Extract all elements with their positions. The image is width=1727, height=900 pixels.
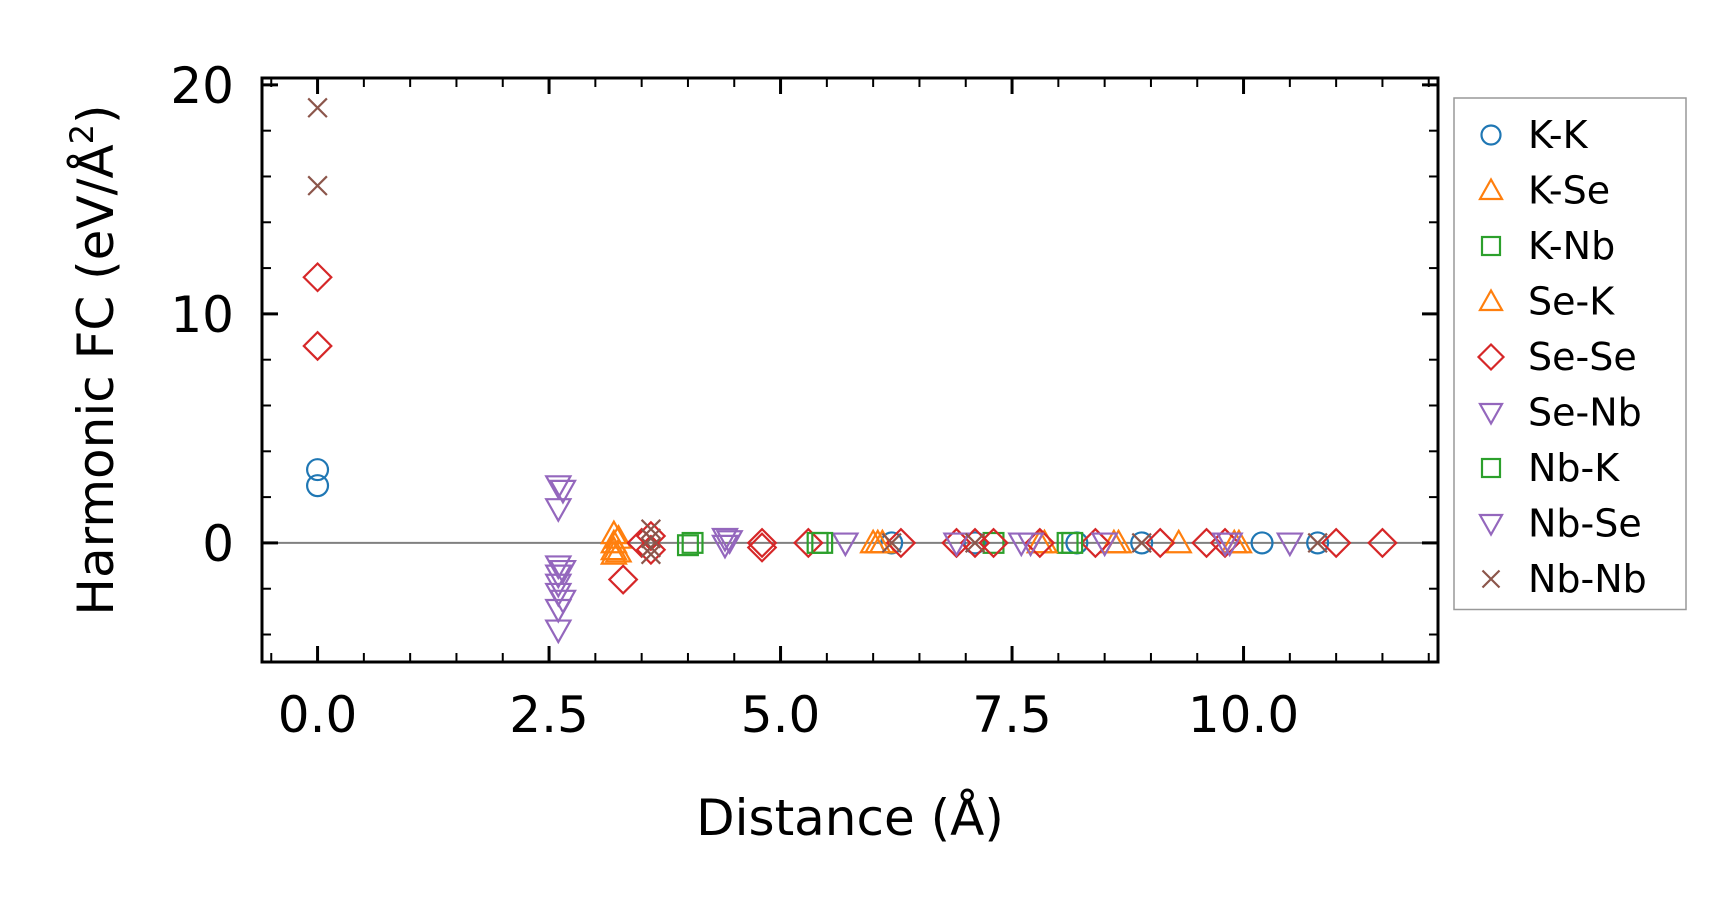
data-point-nb-nb [640, 519, 662, 540]
data-point-nb-k [811, 531, 834, 554]
legend-label: Nb-Nb [1528, 557, 1647, 601]
legend-marker-se-se [1476, 342, 1506, 372]
data-point-nb-se [1215, 532, 1244, 558]
legend-marker-nb-se [1478, 513, 1504, 537]
data-point-se-nb [831, 532, 860, 558]
legend-marker-se-k [1478, 288, 1504, 312]
data-point-nb-nb [640, 544, 662, 565]
data-point-se-nb [1275, 532, 1304, 558]
x-tick-label: 7.5 [972, 686, 1052, 744]
legend-marker-nb-k [1480, 457, 1502, 479]
data-point-nb-se [548, 589, 577, 615]
data-point-se-se [635, 520, 667, 552]
legend-label: Nb-K [1528, 446, 1620, 490]
data-point-se-nb [544, 475, 573, 500]
ticks: 0.0 2.5 5.0 7.5 10.0 0 10 20 [170, 57, 1438, 744]
data-point-nb-se [715, 530, 744, 555]
y-axis-label-superscript: 2 [63, 124, 101, 144]
legend-label: Se-K [1528, 280, 1615, 324]
data-point-nb-nb [640, 537, 662, 558]
data-point-k-k [306, 458, 330, 482]
plot-frame [260, 76, 1440, 664]
data-point-nb-nb [640, 528, 662, 549]
data-points [302, 97, 1398, 645]
data-point-nb-nb [881, 532, 902, 554]
data-point-k-k [306, 474, 330, 498]
x-tick-label: 0.0 [278, 686, 358, 744]
data-point-k-k [1306, 531, 1330, 555]
data-point-nb-nb [307, 175, 328, 196]
data-point-se-nb [544, 619, 573, 645]
data-point-nb-se [548, 479, 577, 505]
legend-label: Se-Nb [1528, 391, 1642, 435]
legend-marker-k-k [1480, 124, 1502, 146]
data-point-se-se [885, 527, 917, 559]
legend-label: Se-Se [1528, 335, 1637, 379]
y-axis-label-close: ) [67, 104, 125, 124]
data-point-nb-se [548, 559, 577, 585]
data-point-se-nb [544, 564, 573, 590]
data-point-se-se [1144, 527, 1176, 559]
data-point-nb-nb [307, 97, 328, 118]
legend-marker-k-se [1478, 177, 1504, 201]
data-point-se-nb [942, 532, 971, 558]
y-tick-label: 10 [170, 286, 234, 344]
data-point-se-k [863, 528, 892, 554]
data-point-nb-se [1016, 532, 1045, 558]
data-point-se-se [1080, 527, 1111, 559]
data-point-se-nb [544, 498, 573, 523]
data-point-nb-nb [1307, 532, 1328, 554]
data-point-se-nb [1090, 532, 1119, 558]
x-tick-label: 2.5 [509, 686, 589, 744]
data-point-k-nb [676, 534, 699, 557]
data-point-se-k [604, 537, 633, 563]
data-point-se-se [607, 564, 639, 595]
y-tick-label: 20 [170, 57, 234, 115]
legend-marker-k-nb [1480, 235, 1502, 257]
legend-label: Nb-Se [1528, 502, 1642, 546]
x-axis-label: Distance (Å) [696, 789, 1004, 847]
y-tick-label: 0 [202, 515, 234, 573]
x-tick-label: 5.0 [741, 686, 821, 744]
legend-marker-nb-nb [1481, 569, 1501, 589]
data-point-se-nb [711, 534, 739, 560]
data-point-se-se [746, 532, 778, 563]
data-point-nb-nb [964, 532, 986, 554]
data-point-k-k [1250, 531, 1274, 555]
legend-label: K-Se [1528, 169, 1610, 213]
data-point-se-se [1367, 527, 1398, 559]
data-point-nb-k [681, 531, 704, 554]
data-point-k-se [1164, 528, 1193, 554]
data-point-se-se [978, 527, 1009, 559]
data-point-nb-nb [1131, 532, 1152, 554]
data-point-se-se [1320, 527, 1352, 559]
data-point-k-se [599, 540, 628, 565]
legend-marker-se-nb [1478, 402, 1504, 426]
data-point-nb-k [1061, 531, 1084, 554]
legend: K-K K-Se K-Nb Se-K Se-Se Se-Nb Nb-K Nb-Se Nb-Nb [1453, 97, 1687, 611]
data-point-se-se [793, 527, 824, 559]
legend-label: K-K [1528, 113, 1589, 157]
x-tick-label: 10.0 [1188, 686, 1299, 744]
data-point-se-se [302, 330, 333, 362]
y-axis-label: Harmonic FC (eV/Å2) [63, 104, 125, 615]
data-point-k-k [1130, 531, 1154, 555]
data-point-k-nb [982, 531, 1005, 554]
legend-label: K-Nb [1528, 224, 1615, 268]
y-axis-label-main: Harmonic FC (eV/Å [67, 144, 125, 615]
data-point-se-se [302, 261, 333, 293]
data-point-se-se [746, 527, 778, 559]
data-point-se-nb [544, 555, 573, 581]
data-point-se-nb [711, 527, 739, 553]
data-point-se-k [604, 523, 633, 549]
